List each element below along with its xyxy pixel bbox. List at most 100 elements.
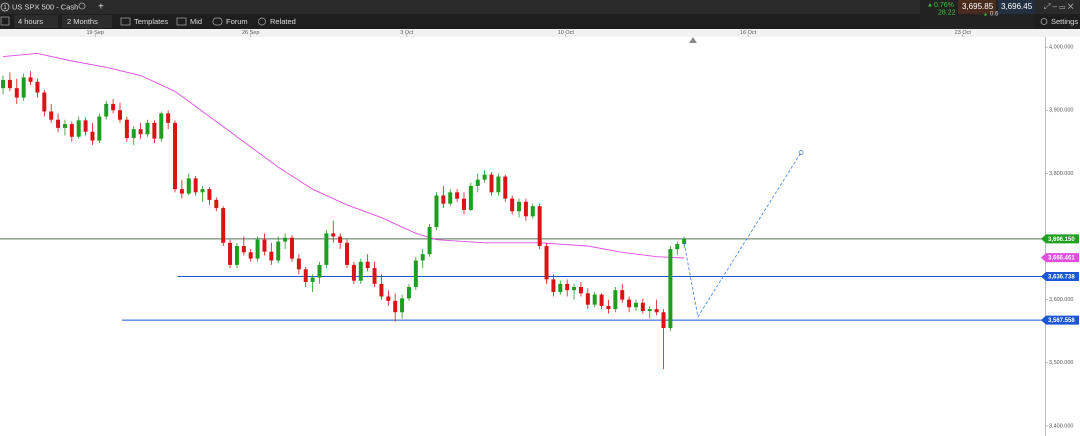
candle-body [682, 239, 687, 245]
candle-body [124, 119, 129, 139]
candle-body [482, 174, 487, 180]
buy-price[interactable]: 3,696.45 [1001, 2, 1033, 11]
candle-body [461, 198, 466, 210]
layout-icon[interactable] [0, 16, 10, 26]
toolbar [0, 14, 920, 29]
candle-body [338, 236, 343, 243]
candle-body [193, 178, 198, 193]
level-label: 3,696.150 [1048, 237, 1075, 243]
change: 28.22 [938, 9, 956, 16]
candle-body [1, 79, 6, 89]
plot: 19 Sep 26 Sep 3 Oct 10 Oct 16 Oct 23 Oct 4,000… [0, 30, 1079, 429]
candle-body [138, 129, 143, 135]
candle-body [200, 189, 205, 193]
candle-body [214, 199, 219, 209]
interval[interactable]: 4 hours [18, 17, 43, 26]
scroll-marker[interactable] [689, 37, 697, 43]
candle-body [434, 195, 439, 228]
candle-body [310, 277, 315, 282]
candle-body [565, 283, 570, 291]
buy-box[interactable] [998, 0, 1035, 14]
toolbar-item[interactable]: Mid [190, 17, 202, 26]
candle-body [496, 176, 501, 193]
candle-body [241, 245, 246, 253]
settings[interactable]: Settings [1051, 17, 1078, 26]
new-tab[interactable]: + [98, 2, 104, 13]
candle-body [62, 124, 67, 128]
range[interactable]: 2 Months [67, 17, 98, 26]
related-icon [258, 17, 266, 26]
x-tick-label: 16 Oct [740, 30, 757, 36]
candle-body [503, 176, 508, 199]
tab-bar [0, 0, 1080, 14]
x-tick-label: 23 Oct [955, 30, 972, 36]
candle-body [296, 258, 301, 270]
candle-body [510, 198, 515, 212]
candle-body [97, 116, 102, 141]
candle-body [372, 268, 377, 284]
candle-body [523, 201, 528, 217]
y-tick-label: 4,000.000 [1049, 45, 1073, 51]
candle-body [537, 206, 542, 246]
toolbar-item[interactable]: Templates [134, 17, 168, 26]
candle-body [269, 251, 274, 261]
candle-body [558, 283, 563, 293]
level-label: 3,567.558 [1048, 318, 1075, 324]
candle-body [578, 287, 583, 294]
spread-arrow: ▲ [983, 11, 988, 17]
candle-body [406, 287, 411, 299]
candle-body [489, 174, 494, 193]
candle-body [131, 129, 136, 139]
candle-body [661, 312, 666, 329]
sell-box[interactable] [958, 0, 996, 14]
x-tick-label: 10 Oct [558, 30, 575, 36]
candle-body [166, 113, 171, 123]
settings-bar [1035, 14, 1080, 29]
ma-label-bg [1041, 253, 1079, 263]
candle-body [613, 290, 618, 310]
toolbar-item[interactable]: Forum [226, 17, 248, 26]
range-button[interactable] [62, 15, 112, 28]
tab-title[interactable]: US SPX 500 - Cash [12, 2, 78, 11]
candle-body [351, 264, 356, 281]
candle-body [386, 296, 391, 301]
candle-body [317, 264, 322, 278]
toolbar-item[interactable]: Related [270, 17, 296, 26]
candle-body [640, 302, 645, 311]
candle-body [69, 124, 74, 137]
candle-body [83, 120, 88, 132]
candle-body [221, 208, 226, 243]
candle-body [668, 249, 673, 329]
candle-body [413, 260, 418, 288]
candle-body [283, 237, 288, 242]
candle-body [627, 299, 632, 308]
candle-body [379, 283, 384, 297]
candle-body [606, 305, 611, 310]
search-icon[interactable] [78, 2, 86, 10]
candle-body [530, 206, 535, 217]
interval-button[interactable] [14, 15, 58, 28]
candle-body [289, 237, 294, 259]
x-tick-label: 26 Sep [242, 30, 259, 36]
candle-body [345, 242, 350, 265]
x-tick-label: 3 Oct [400, 30, 414, 36]
candle-body [455, 192, 460, 199]
window-controls[interactable]: ⤢ – ▭ ✕ [1043, 2, 1074, 11]
candle-body [248, 252, 253, 259]
level-label-bg [1041, 315, 1079, 325]
level-label-bg [1041, 234, 1079, 244]
candle-body [179, 189, 184, 194]
candle-body [441, 195, 446, 204]
candle-body [475, 179, 480, 186]
sell-price[interactable]: 3,695.85 [962, 2, 994, 11]
candle-body [647, 309, 652, 311]
candle-body [56, 119, 61, 128]
y-tick-label: 3,600.000 [1049, 297, 1073, 303]
candle-body [14, 88, 19, 98]
settings-icon [1040, 18, 1048, 25]
candle-body [544, 245, 549, 280]
candle-body [448, 192, 453, 204]
level-label-bg [1041, 271, 1079, 281]
y-tick-label: 3,900.000 [1049, 108, 1073, 114]
y-tick-label: 3,500.000 [1049, 360, 1073, 366]
